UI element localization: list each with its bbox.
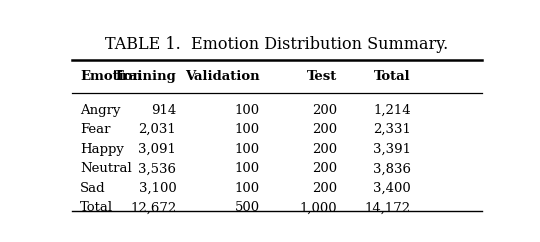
Text: 2,331: 2,331 <box>373 123 410 136</box>
Text: Neutral: Neutral <box>80 162 132 175</box>
Text: Test: Test <box>307 70 338 83</box>
Text: Happy: Happy <box>80 143 124 156</box>
Text: 914: 914 <box>151 104 176 117</box>
Text: Total: Total <box>374 70 410 83</box>
Text: 500: 500 <box>235 201 260 214</box>
Text: 100: 100 <box>235 104 260 117</box>
Text: Emotion: Emotion <box>80 70 142 83</box>
Text: 3,391: 3,391 <box>373 143 410 156</box>
Text: 200: 200 <box>312 143 338 156</box>
Text: 3,536: 3,536 <box>138 162 176 175</box>
Text: 12,672: 12,672 <box>130 201 176 214</box>
Text: TABLE 1.  Emotion Distribution Summary.: TABLE 1. Emotion Distribution Summary. <box>105 36 448 53</box>
Text: 3,091: 3,091 <box>138 143 176 156</box>
Text: 200: 200 <box>312 104 338 117</box>
Text: 200: 200 <box>312 182 338 195</box>
Text: Fear: Fear <box>80 123 111 136</box>
Text: 100: 100 <box>235 182 260 195</box>
Text: Training: Training <box>113 70 176 83</box>
Text: 2,031: 2,031 <box>139 123 176 136</box>
Text: Angry: Angry <box>80 104 120 117</box>
Text: 14,172: 14,172 <box>364 201 410 214</box>
Text: 100: 100 <box>235 123 260 136</box>
Text: 3,100: 3,100 <box>139 182 176 195</box>
Text: 100: 100 <box>235 162 260 175</box>
Text: 200: 200 <box>312 123 338 136</box>
Text: Sad: Sad <box>80 182 106 195</box>
Text: 1,214: 1,214 <box>373 104 410 117</box>
Text: 200: 200 <box>312 162 338 175</box>
Text: 100: 100 <box>235 143 260 156</box>
Text: Total: Total <box>80 201 113 214</box>
Text: 3,836: 3,836 <box>373 162 410 175</box>
Text: Validation: Validation <box>185 70 260 83</box>
Text: 3,400: 3,400 <box>373 182 410 195</box>
Text: 1,000: 1,000 <box>300 201 338 214</box>
